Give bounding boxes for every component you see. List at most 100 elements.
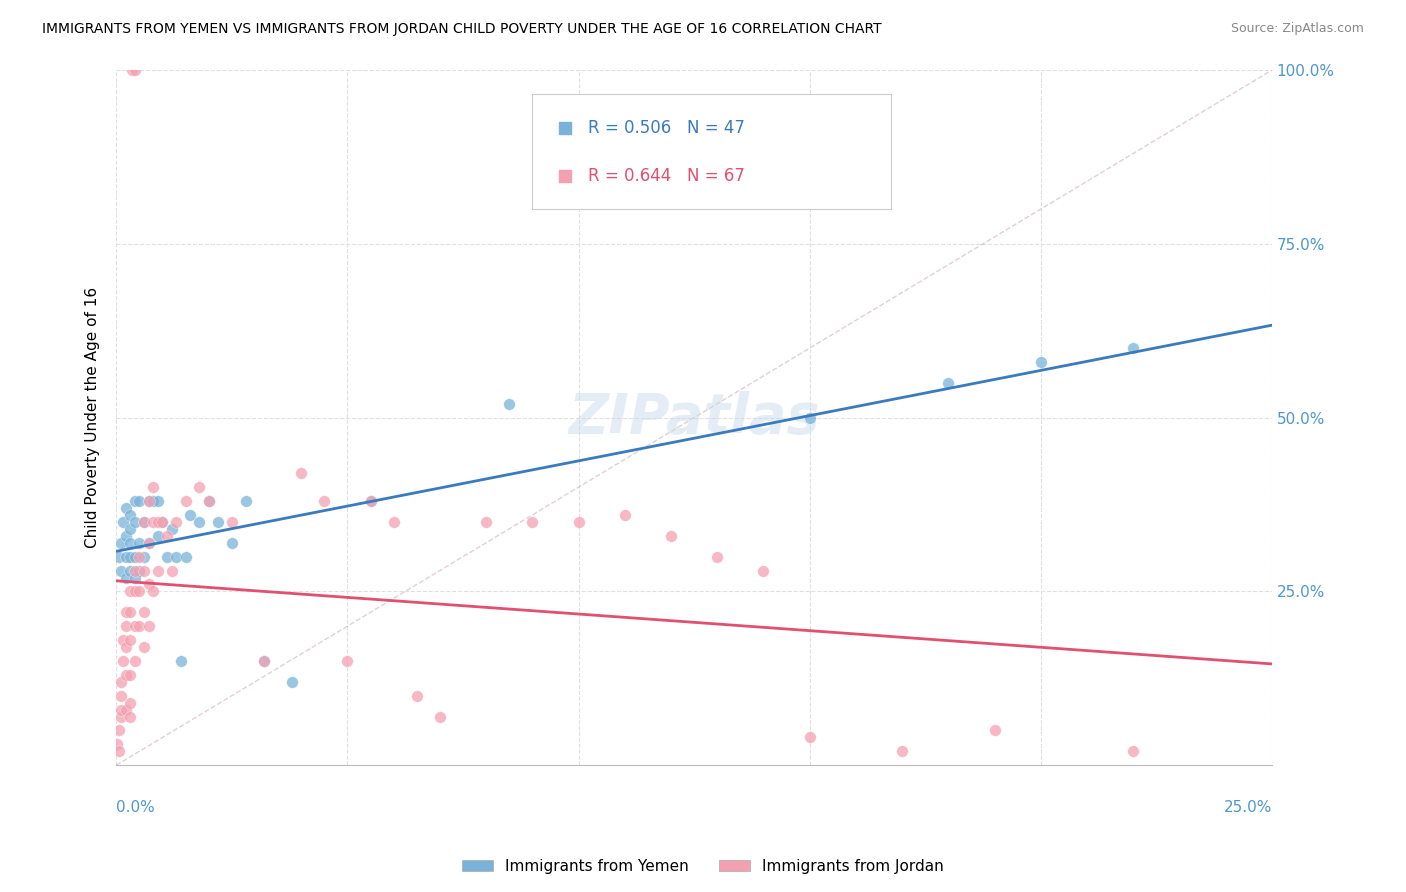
Point: [110, 535, 132, 549]
Point: [132, 549, 155, 564]
Point: [207, 515, 229, 529]
Point: [138, 535, 160, 549]
Text: 25.0%: 25.0%: [1223, 800, 1272, 815]
Point: [613, 508, 636, 522]
Point: [114, 570, 136, 584]
Point: [146, 494, 169, 508]
Point: [128, 619, 150, 633]
Point: [138, 577, 160, 591]
Point: [197, 494, 219, 508]
Point: [174, 549, 197, 564]
Point: [891, 744, 914, 758]
Point: [114, 703, 136, 717]
Point: [156, 549, 179, 564]
Point: [475, 515, 498, 529]
Point: [142, 480, 165, 494]
Point: [138, 535, 160, 549]
Point: [124, 570, 146, 584]
Point: [132, 515, 155, 529]
Point: [1122, 341, 1144, 355]
Point: [156, 529, 179, 543]
Point: [152, 515, 174, 529]
Point: [152, 515, 174, 529]
Text: Source: ZipAtlas.com: Source: ZipAtlas.com: [1230, 22, 1364, 36]
Point: [799, 410, 821, 425]
Point: [160, 564, 183, 578]
Point: [128, 494, 150, 508]
Point: [142, 494, 165, 508]
Point: [290, 467, 312, 481]
Point: [235, 494, 257, 508]
Point: [120, 584, 142, 599]
Point: [128, 549, 150, 564]
Point: [114, 529, 136, 543]
Point: [128, 535, 150, 549]
Point: [752, 564, 775, 578]
Point: [114, 549, 136, 564]
Point: [124, 619, 146, 633]
Point: [221, 535, 243, 549]
Point: [405, 689, 427, 703]
Point: [110, 709, 132, 723]
Point: [360, 494, 382, 508]
Point: [120, 696, 142, 710]
Point: [314, 494, 336, 508]
Point: [110, 703, 132, 717]
Text: 0.0%: 0.0%: [117, 800, 155, 815]
Point: [128, 564, 150, 578]
Point: [124, 584, 146, 599]
Point: [120, 709, 142, 723]
Text: IMMIGRANTS FROM YEMEN VS IMMIGRANTS FROM JORDAN CHILD POVERTY UNDER THE AGE OF 1: IMMIGRANTS FROM YEMEN VS IMMIGRANTS FROM…: [42, 22, 882, 37]
Point: [112, 633, 135, 648]
Point: [706, 549, 728, 564]
Point: [114, 501, 136, 516]
Point: [165, 515, 187, 529]
Point: [124, 549, 146, 564]
Point: [120, 522, 142, 536]
Point: [188, 515, 211, 529]
Point: [110, 564, 132, 578]
Point: [253, 654, 276, 668]
Point: [107, 723, 129, 738]
Point: [121, 63, 143, 78]
Point: [1122, 744, 1144, 758]
Point: [983, 723, 1005, 738]
Point: [382, 515, 405, 529]
Point: [110, 674, 132, 689]
Point: [132, 605, 155, 619]
Point: [165, 549, 187, 564]
Point: [146, 515, 169, 529]
Point: [120, 633, 142, 648]
Point: [107, 744, 129, 758]
Point: [112, 654, 135, 668]
Point: [132, 640, 155, 654]
Point: [120, 535, 142, 549]
Point: [124, 494, 146, 508]
Point: [124, 564, 146, 578]
Point: [138, 494, 160, 508]
Point: [253, 654, 276, 668]
Point: [498, 397, 520, 411]
Y-axis label: Child Poverty Under the Age of 16: Child Poverty Under the Age of 16: [86, 287, 100, 549]
Point: [124, 63, 146, 78]
Point: [120, 605, 142, 619]
Text: R = 0.644   N = 67: R = 0.644 N = 67: [588, 167, 745, 185]
Point: [120, 508, 142, 522]
Point: [138, 619, 160, 633]
Point: [197, 494, 219, 508]
Point: [114, 605, 136, 619]
Point: [128, 584, 150, 599]
Point: [160, 522, 183, 536]
Point: [112, 515, 135, 529]
Point: [659, 529, 682, 543]
Point: [114, 619, 136, 633]
Point: [179, 508, 201, 522]
Point: [142, 515, 165, 529]
Point: [107, 549, 129, 564]
Point: [522, 515, 544, 529]
Point: [799, 731, 821, 745]
Point: [105, 737, 128, 751]
Point: [188, 480, 211, 494]
Text: R = 0.506   N = 47: R = 0.506 N = 47: [588, 119, 745, 136]
Point: [114, 640, 136, 654]
